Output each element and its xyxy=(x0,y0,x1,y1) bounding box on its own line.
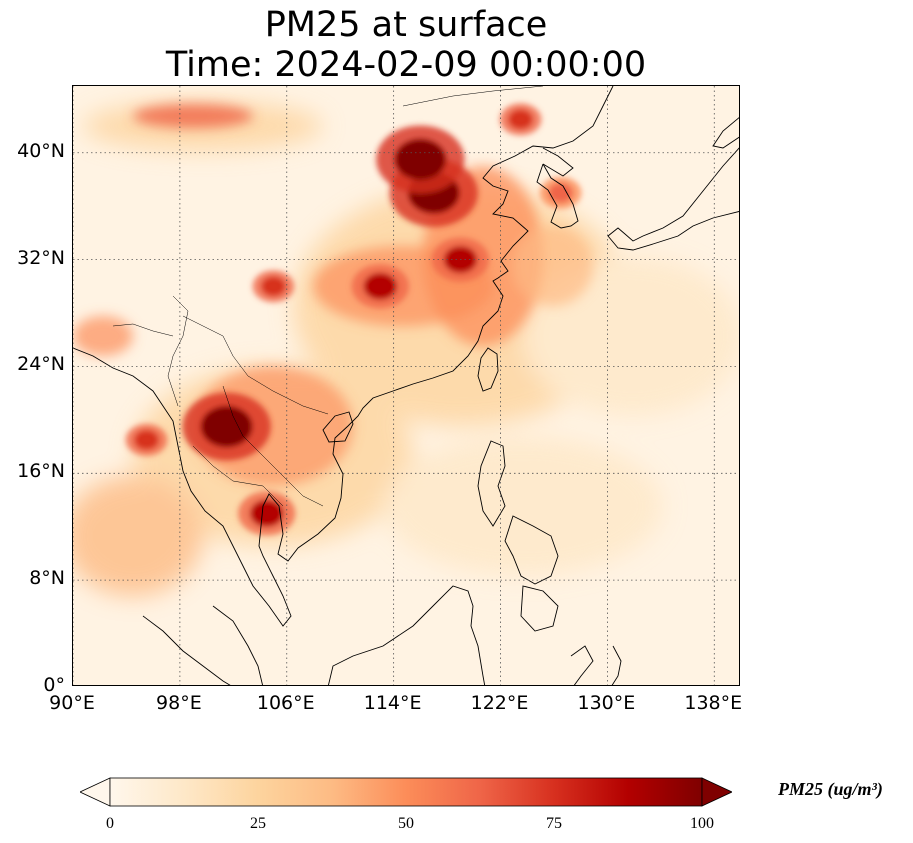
map-title: PM25 at surface xyxy=(264,5,548,45)
hotspot-8 xyxy=(548,183,573,203)
lat-label-5: 0° xyxy=(43,674,65,696)
lon-label-3: 114°E xyxy=(363,692,422,714)
lon-label-1: 98°E xyxy=(156,692,202,714)
halmahera-coastline xyxy=(611,645,622,685)
colorbar-tick-0: 0 xyxy=(106,815,114,832)
haze-bay-of-bengal xyxy=(73,476,203,596)
hotspot-9 xyxy=(508,109,533,129)
mindanao-coastline xyxy=(520,585,559,632)
colorbar xyxy=(80,777,732,807)
hotspot-3 xyxy=(363,273,397,300)
hotspots-layer xyxy=(125,103,582,536)
border-india xyxy=(112,323,174,337)
pm25-map xyxy=(72,85,740,686)
visayas-coastline xyxy=(504,515,559,585)
lon-label-6: 138°E xyxy=(684,692,743,714)
plume-india xyxy=(73,316,133,356)
colorbar-label: PM25 (ug/m³) xyxy=(778,779,883,799)
luzon-coastline xyxy=(477,440,506,527)
border-thailand xyxy=(192,445,284,507)
colorbar-tick-4: 100 xyxy=(690,815,714,832)
hotspot-1 xyxy=(394,139,446,180)
lat-label-3: 16°N xyxy=(17,460,65,483)
hotspot-6 xyxy=(250,500,284,527)
bohai-coast xyxy=(542,147,574,177)
colorbar-tick-3: 75 xyxy=(546,815,562,832)
plume-northwest xyxy=(133,104,253,128)
sulawesi-coastline xyxy=(570,645,594,685)
lat-label-4: 8°N xyxy=(29,567,65,590)
colorbar-gradient xyxy=(109,777,703,807)
korea-coastline xyxy=(536,163,579,229)
hotspot-7 xyxy=(134,430,159,450)
map-time: Time: 2024-02-09 00:00:00 xyxy=(165,45,647,85)
pm25-field xyxy=(73,101,739,596)
graticule xyxy=(73,86,739,685)
lon-label-5: 130°E xyxy=(577,692,636,714)
lon-label-4: 122°E xyxy=(470,692,529,714)
malay-coastline xyxy=(212,605,263,685)
japan-coastline xyxy=(607,147,739,251)
border-laos xyxy=(222,385,324,507)
colorbar-tick-1: 25 xyxy=(250,815,266,832)
border-myanmar xyxy=(167,295,189,407)
hotspot-5 xyxy=(201,406,253,447)
lon-label-0: 90°E xyxy=(49,692,95,714)
hokkaido-coastline xyxy=(712,117,739,149)
hainan-coastline xyxy=(322,411,354,443)
plume-yellow-sea xyxy=(513,226,593,306)
hotspot-4 xyxy=(261,276,286,296)
haze-south-china-sea xyxy=(383,436,663,576)
lat-label-1: 32°N xyxy=(17,246,65,269)
mainland-coastline xyxy=(73,86,614,627)
lon-label-2: 106°E xyxy=(256,692,315,714)
lat-label-0: 40°N xyxy=(17,139,65,162)
taiwan-coastline xyxy=(477,347,499,392)
colorbar-max-arrow xyxy=(701,777,732,807)
borneo-coastline xyxy=(328,585,486,685)
border-mongolia xyxy=(402,86,544,107)
colorbar-min-arrow xyxy=(80,777,111,807)
coastlines xyxy=(73,86,739,685)
lat-label-2: 24°N xyxy=(17,353,65,376)
sumatra-coastline xyxy=(142,615,231,685)
map-svg xyxy=(73,86,739,685)
colorbar-tick-2: 50 xyxy=(398,815,414,832)
border-china-south xyxy=(182,315,329,415)
